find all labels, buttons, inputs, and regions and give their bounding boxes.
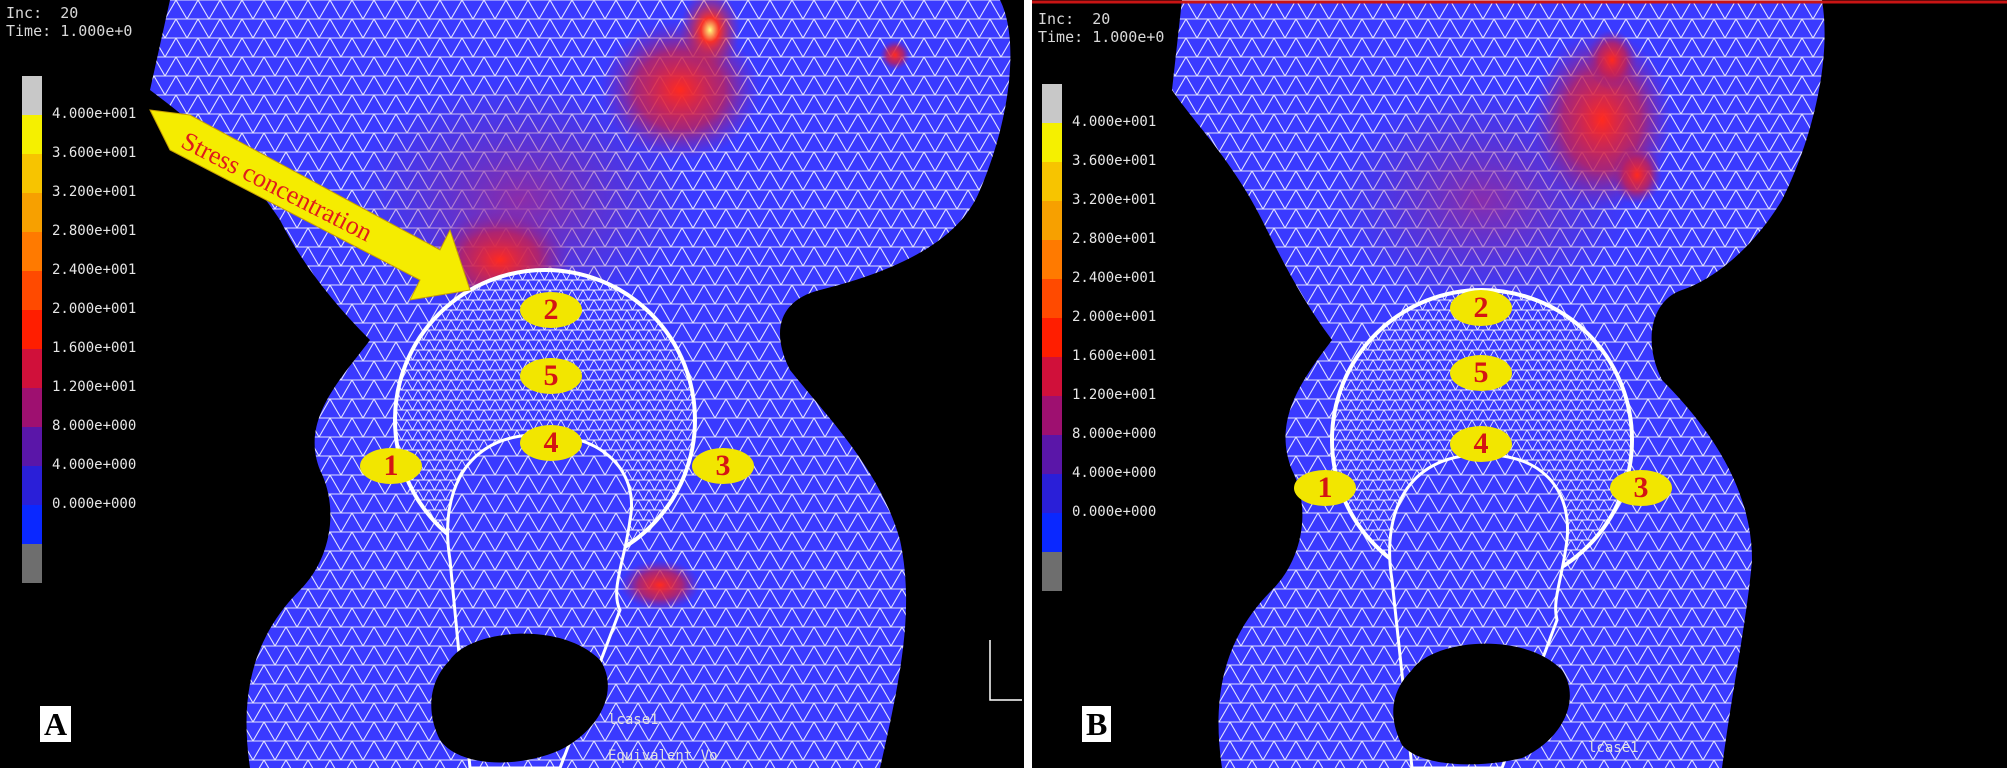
- scale-swatch: [22, 505, 42, 544]
- hud-info: Inc: 20 Time: 1.000e+0: [6, 4, 133, 40]
- scale-swatch: [1042, 513, 1062, 552]
- scale-label: 3.600e+001: [52, 145, 137, 161]
- panel-b: Inc: 20 Time: 1.000e+0 4.000e+001 3.600e+…: [1032, 0, 2007, 768]
- scale-label: 1.600e+001: [52, 340, 137, 356]
- mesh-figure-b: [1032, 0, 2007, 768]
- case-label: lcase1: [608, 712, 659, 728]
- scale-label: 3.200e+001: [52, 184, 137, 200]
- scale-swatch: [1042, 162, 1062, 201]
- scale-swatch: [22, 154, 42, 193]
- scale-swatch: [22, 310, 42, 349]
- marker-1: 1: [360, 448, 422, 484]
- scale-label: 1.600e+001: [1072, 348, 1157, 364]
- scale-swatch: [1042, 318, 1062, 357]
- panel-letter: B: [1082, 706, 1112, 742]
- marker-3: 3: [692, 448, 754, 484]
- scale-swatch: [22, 115, 42, 154]
- obturator-hole: [1393, 643, 1570, 765]
- arrow-annotation-icon: [149, 109, 471, 301]
- scale-label: 0.000e+000: [1072, 504, 1157, 520]
- scale-label: 8.000e+000: [1072, 426, 1157, 442]
- scale-label: 2.000e+001: [1072, 309, 1157, 325]
- axis-triad-icon: [989, 640, 1022, 701]
- scale-label: 1.200e+001: [52, 379, 137, 395]
- marker-3: 3: [1610, 470, 1672, 506]
- scale-label: 2.800e+001: [52, 223, 137, 239]
- scale-swatch: [22, 544, 42, 583]
- scale-label: 2.400e+001: [52, 262, 137, 278]
- case-label: lcase1: [1588, 740, 1639, 756]
- scale-label: 3.600e+001: [1072, 153, 1157, 169]
- marker-2: 2: [520, 292, 582, 328]
- scale-swatch: [1042, 84, 1062, 123]
- scale-label: 8.000e+000: [52, 418, 137, 434]
- scale-label: 0.000e+000: [52, 496, 137, 512]
- scale-swatch: [1042, 396, 1062, 435]
- scale-swatch: [22, 466, 42, 505]
- marker-4: 4: [1450, 426, 1512, 462]
- scale-swatch: [1042, 552, 1062, 591]
- marker-5: 5: [1450, 355, 1512, 391]
- scale-label: 4.000e+001: [1072, 114, 1157, 130]
- scale-swatch: [1042, 435, 1062, 474]
- scale-label: 2.000e+001: [52, 301, 137, 317]
- scale-swatch: [1042, 240, 1062, 279]
- scale-label: 1.200e+001: [1072, 387, 1157, 403]
- scale-swatch: [1042, 474, 1062, 513]
- scale-label: 4.000e+001: [52, 106, 137, 122]
- scale-label: 3.200e+001: [1072, 192, 1157, 208]
- panel-a: Inc: 20 Time: 1.000e+0 4.000e+001 3.600e+…: [0, 0, 1024, 768]
- scale-swatch: [1042, 123, 1062, 162]
- mesh-figure-a: [149, 0, 1022, 768]
- scale-swatch: [1042, 201, 1062, 240]
- scale-label: 2.800e+001: [1072, 231, 1157, 247]
- scale-swatch: [22, 271, 42, 310]
- marker-4: 4: [520, 425, 582, 461]
- marker-2: 2: [1450, 290, 1512, 326]
- scale-swatch: [22, 427, 42, 466]
- panel-letter: A: [40, 706, 72, 742]
- marker-5: 5: [520, 358, 582, 394]
- scale-swatch: [22, 349, 42, 388]
- scale-swatch: [22, 232, 42, 271]
- scale-label: 2.400e+001: [1072, 270, 1157, 286]
- obturator-hole: [431, 633, 608, 763]
- scale-swatch: [22, 193, 42, 232]
- hud-info: Inc: 20 Time: 1.000e+0: [1038, 10, 1165, 46]
- scale-swatch: [1042, 357, 1062, 396]
- scale-swatch: [22, 388, 42, 427]
- scale-swatch: [22, 76, 42, 115]
- marker-1: 1: [1294, 470, 1356, 506]
- scale-label: 4.000e+000: [52, 457, 137, 473]
- scale-swatch: [1042, 279, 1062, 318]
- scale-label: 4.000e+000: [1072, 465, 1157, 481]
- result-label: Equivalent Vo: [608, 748, 718, 764]
